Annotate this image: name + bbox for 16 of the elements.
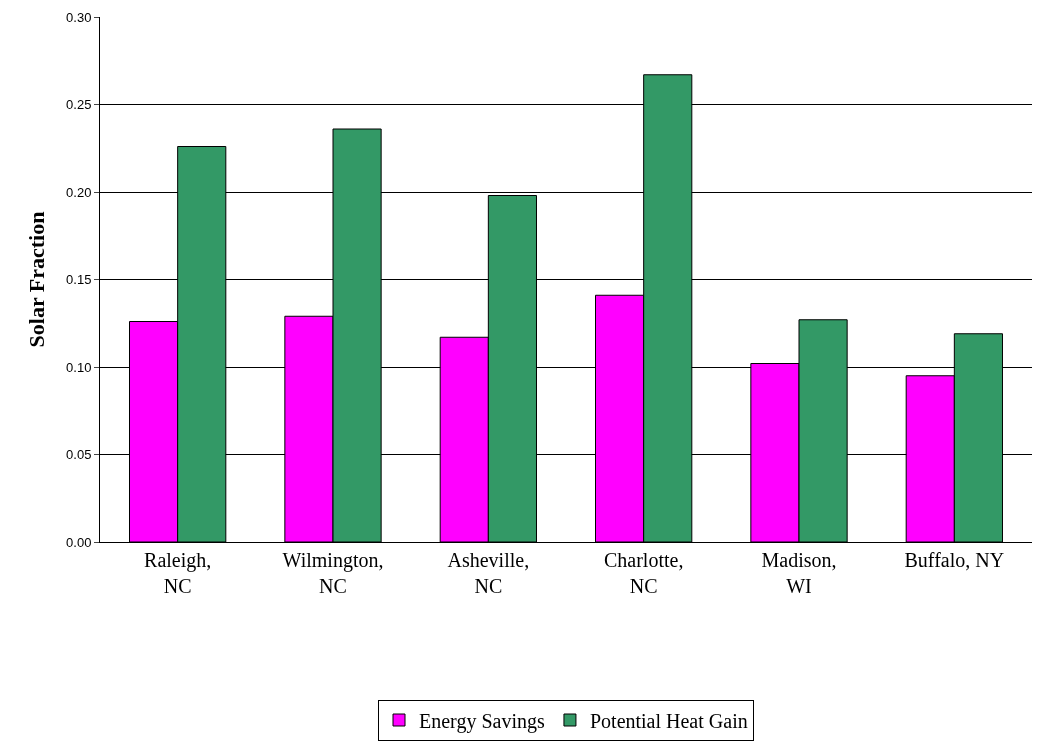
x-tick-label: Asheville, NC — [447, 549, 530, 597]
y-axis-title: Solar Fraction — [23, 211, 49, 348]
y-tick-label: 0.00 — [66, 534, 92, 550]
legend-label: Energy Savings — [419, 709, 545, 733]
y-tick-label: 0.25 — [66, 97, 92, 113]
legend-label: Potential Heat Gain — [589, 709, 748, 732]
x-tick-label: Raleigh, NC — [144, 549, 212, 597]
y-tick-label: 0.30 — [66, 9, 92, 25]
y-tick-label: 0.10 — [66, 359, 92, 375]
x-tick-label: Madison, WI — [761, 549, 837, 597]
x-tick-label: Buffalo, NY — [904, 549, 1005, 571]
y-tick-label: 0.15 — [66, 272, 92, 288]
x-tick-label: Wilmington, NC — [282, 549, 384, 597]
y-tick-label: 0.20 — [66, 184, 92, 200]
y-tick-label: 0.05 — [66, 447, 92, 463]
x-tick-label: Charlotte, NC — [603, 549, 684, 597]
